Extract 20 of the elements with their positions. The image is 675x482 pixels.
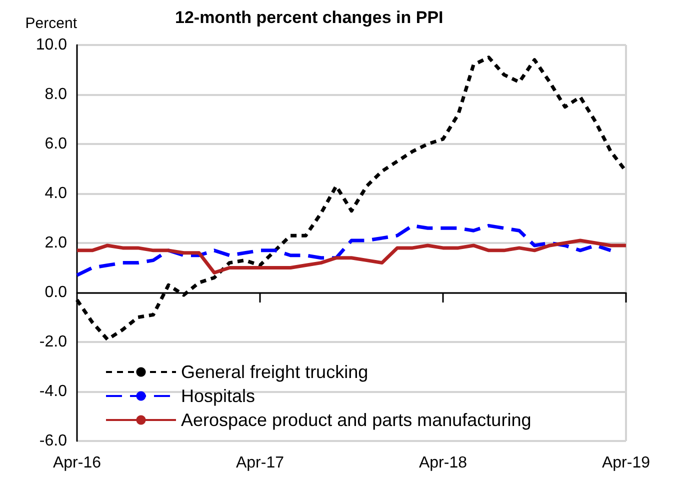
line-series <box>75 224 612 277</box>
x-tick-label: Apr-18 <box>418 454 468 472</box>
y-tick-label: 8.0 <box>44 86 68 103</box>
legend-label: General freight trucking <box>181 362 368 382</box>
y-tick-label: 4.0 <box>44 185 68 202</box>
y-tick-label: 10.0 <box>36 36 68 54</box>
y-tick-label: -2.0 <box>39 334 68 350</box>
legend-label: Aerospace product and parts manufacturing <box>181 410 532 430</box>
y-axis-title: Percent <box>25 15 78 32</box>
line-series <box>75 238 628 274</box>
x-tick-label: Apr-19 <box>602 454 650 472</box>
chart-title: 12-month percent changes in PPI <box>175 8 444 27</box>
legend-label: Hospitals <box>181 386 256 406</box>
y-tick-label: 6.0 <box>44 136 68 152</box>
y-tick-label: 0.0 <box>44 284 68 301</box>
x-tick-label: Apr-16 <box>52 454 102 472</box>
y-tick-label: 2.0 <box>44 234 68 252</box>
y-tick-label: -4.0 <box>39 383 68 400</box>
y-tick-label: -6.0 <box>39 432 68 450</box>
x-tick-label: Apr-17 <box>236 454 284 472</box>
